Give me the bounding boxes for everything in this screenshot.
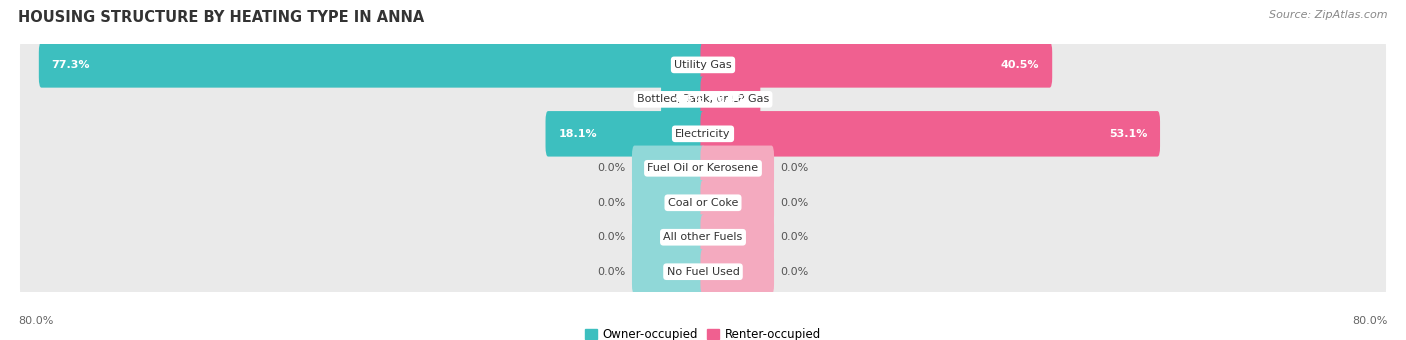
FancyBboxPatch shape — [20, 244, 1386, 299]
FancyBboxPatch shape — [661, 76, 706, 122]
Text: 80.0%: 80.0% — [1353, 317, 1388, 326]
Text: Utility Gas: Utility Gas — [675, 60, 731, 70]
Text: 0.0%: 0.0% — [780, 163, 808, 173]
Text: 0.0%: 0.0% — [598, 198, 626, 208]
Text: 0.0%: 0.0% — [780, 198, 808, 208]
FancyBboxPatch shape — [631, 215, 706, 260]
FancyBboxPatch shape — [20, 141, 1386, 196]
Text: 80.0%: 80.0% — [18, 317, 53, 326]
FancyBboxPatch shape — [700, 42, 1052, 88]
Text: No Fuel Used: No Fuel Used — [666, 267, 740, 277]
FancyBboxPatch shape — [631, 249, 706, 294]
FancyBboxPatch shape — [39, 42, 706, 88]
FancyBboxPatch shape — [700, 180, 775, 225]
FancyBboxPatch shape — [700, 111, 1160, 157]
FancyBboxPatch shape — [20, 72, 1386, 126]
FancyBboxPatch shape — [20, 175, 1386, 230]
Text: 0.0%: 0.0% — [598, 163, 626, 173]
Text: 4.6%: 4.6% — [673, 95, 704, 104]
Text: 53.1%: 53.1% — [1109, 129, 1147, 139]
Text: Electricity: Electricity — [675, 129, 731, 139]
Text: 40.5%: 40.5% — [1001, 60, 1039, 70]
FancyBboxPatch shape — [700, 249, 775, 294]
FancyBboxPatch shape — [20, 38, 1386, 92]
Text: HOUSING STRUCTURE BY HEATING TYPE IN ANNA: HOUSING STRUCTURE BY HEATING TYPE IN ANN… — [18, 10, 425, 25]
Text: 77.3%: 77.3% — [52, 60, 90, 70]
Text: Source: ZipAtlas.com: Source: ZipAtlas.com — [1270, 10, 1388, 20]
FancyBboxPatch shape — [20, 107, 1386, 161]
FancyBboxPatch shape — [700, 76, 761, 122]
FancyBboxPatch shape — [700, 146, 775, 191]
Text: All other Fuels: All other Fuels — [664, 232, 742, 242]
Text: Fuel Oil or Kerosene: Fuel Oil or Kerosene — [647, 163, 759, 173]
Text: 0.0%: 0.0% — [780, 232, 808, 242]
FancyBboxPatch shape — [546, 111, 706, 157]
Text: 0.0%: 0.0% — [598, 267, 626, 277]
Text: 6.4%: 6.4% — [717, 95, 748, 104]
Text: 0.0%: 0.0% — [598, 232, 626, 242]
FancyBboxPatch shape — [20, 210, 1386, 265]
Text: 0.0%: 0.0% — [780, 267, 808, 277]
Legend: Owner-occupied, Renter-occupied: Owner-occupied, Renter-occupied — [585, 328, 821, 340]
FancyBboxPatch shape — [700, 215, 775, 260]
FancyBboxPatch shape — [631, 180, 706, 225]
Text: Coal or Coke: Coal or Coke — [668, 198, 738, 208]
Text: 18.1%: 18.1% — [558, 129, 598, 139]
Text: Bottled, Tank, or LP Gas: Bottled, Tank, or LP Gas — [637, 95, 769, 104]
FancyBboxPatch shape — [631, 146, 706, 191]
